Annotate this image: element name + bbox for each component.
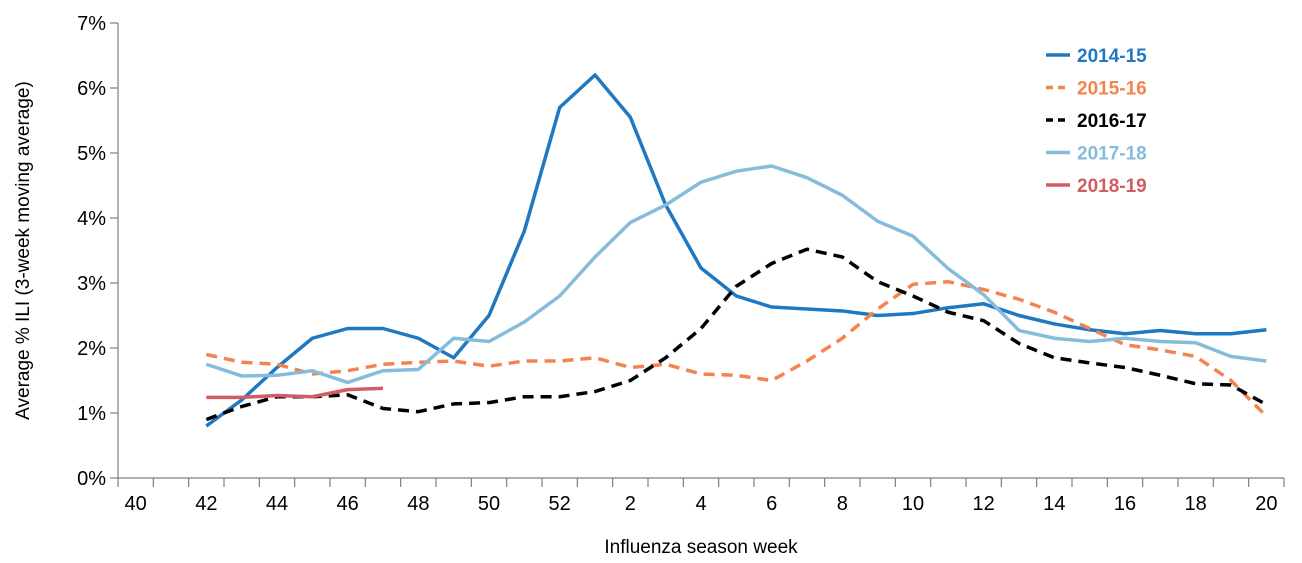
- series-line-2017-18: [205, 164, 1267, 385]
- x-tick-label: 18: [1185, 493, 1207, 515]
- y-tick-label: 1%: [77, 403, 106, 425]
- x-tick-label: 6: [766, 493, 777, 515]
- x-tick-label: 16: [1114, 493, 1136, 515]
- series-line-2016-17: [205, 247, 1268, 422]
- y-tick-label: 5%: [77, 143, 106, 165]
- series-lines: [205, 73, 1268, 428]
- x-tick-label: 48: [407, 493, 429, 515]
- y-tick-label: 3%: [77, 273, 106, 295]
- series-line-2015-16: [205, 279, 1268, 418]
- x-tick-label: 46: [337, 493, 359, 515]
- x-tick-label: 12: [973, 493, 995, 515]
- x-tick-label: 20: [1255, 493, 1277, 515]
- y-tick-label: 2%: [77, 338, 106, 360]
- series-line-2014-15: [205, 73, 1267, 428]
- legend-label-2016-17: 2016-17: [1077, 111, 1147, 132]
- y-tick-label: 4%: [77, 208, 106, 230]
- x-tick-label: 10: [902, 493, 924, 515]
- x-tick-label: 44: [266, 493, 288, 515]
- x-tick-label: 40: [125, 493, 147, 515]
- x-tick-label: 2: [625, 493, 636, 515]
- axes: 0%1%2%3%4%5%6%7%40 42 44 46 48 50 52 2 4 6 8 10 12 14…: [77, 13, 1285, 515]
- y-tick-label: 0%: [77, 468, 106, 490]
- x-tick-label: 8: [837, 493, 848, 515]
- legend-label-2018-19: 2018-19: [1077, 176, 1147, 197]
- series-line-2018-19: [206, 386, 384, 400]
- x-axis-title: Influenza season week: [604, 537, 798, 558]
- y-axis-title: Average % ILI (3-week moving average): [13, 81, 34, 420]
- x-tick-label: 52: [549, 493, 571, 515]
- x-tick-label: 4: [695, 493, 706, 515]
- y-tick-label: 6%: [77, 78, 106, 100]
- x-tick-label: 50: [478, 493, 500, 515]
- x-tick-label: 42: [195, 493, 217, 515]
- legend-label-2015-16: 2015-16: [1077, 79, 1147, 100]
- x-tick-label: 14: [1043, 493, 1065, 515]
- legend-label-2014-15: 2014-15: [1077, 46, 1147, 67]
- y-tick-label: 7%: [77, 13, 106, 35]
- legend-label-2017-18: 2017-18: [1077, 144, 1147, 165]
- legend: 2014-15 2015-16 2016-17 2017-18 2018-19: [1046, 46, 1147, 197]
